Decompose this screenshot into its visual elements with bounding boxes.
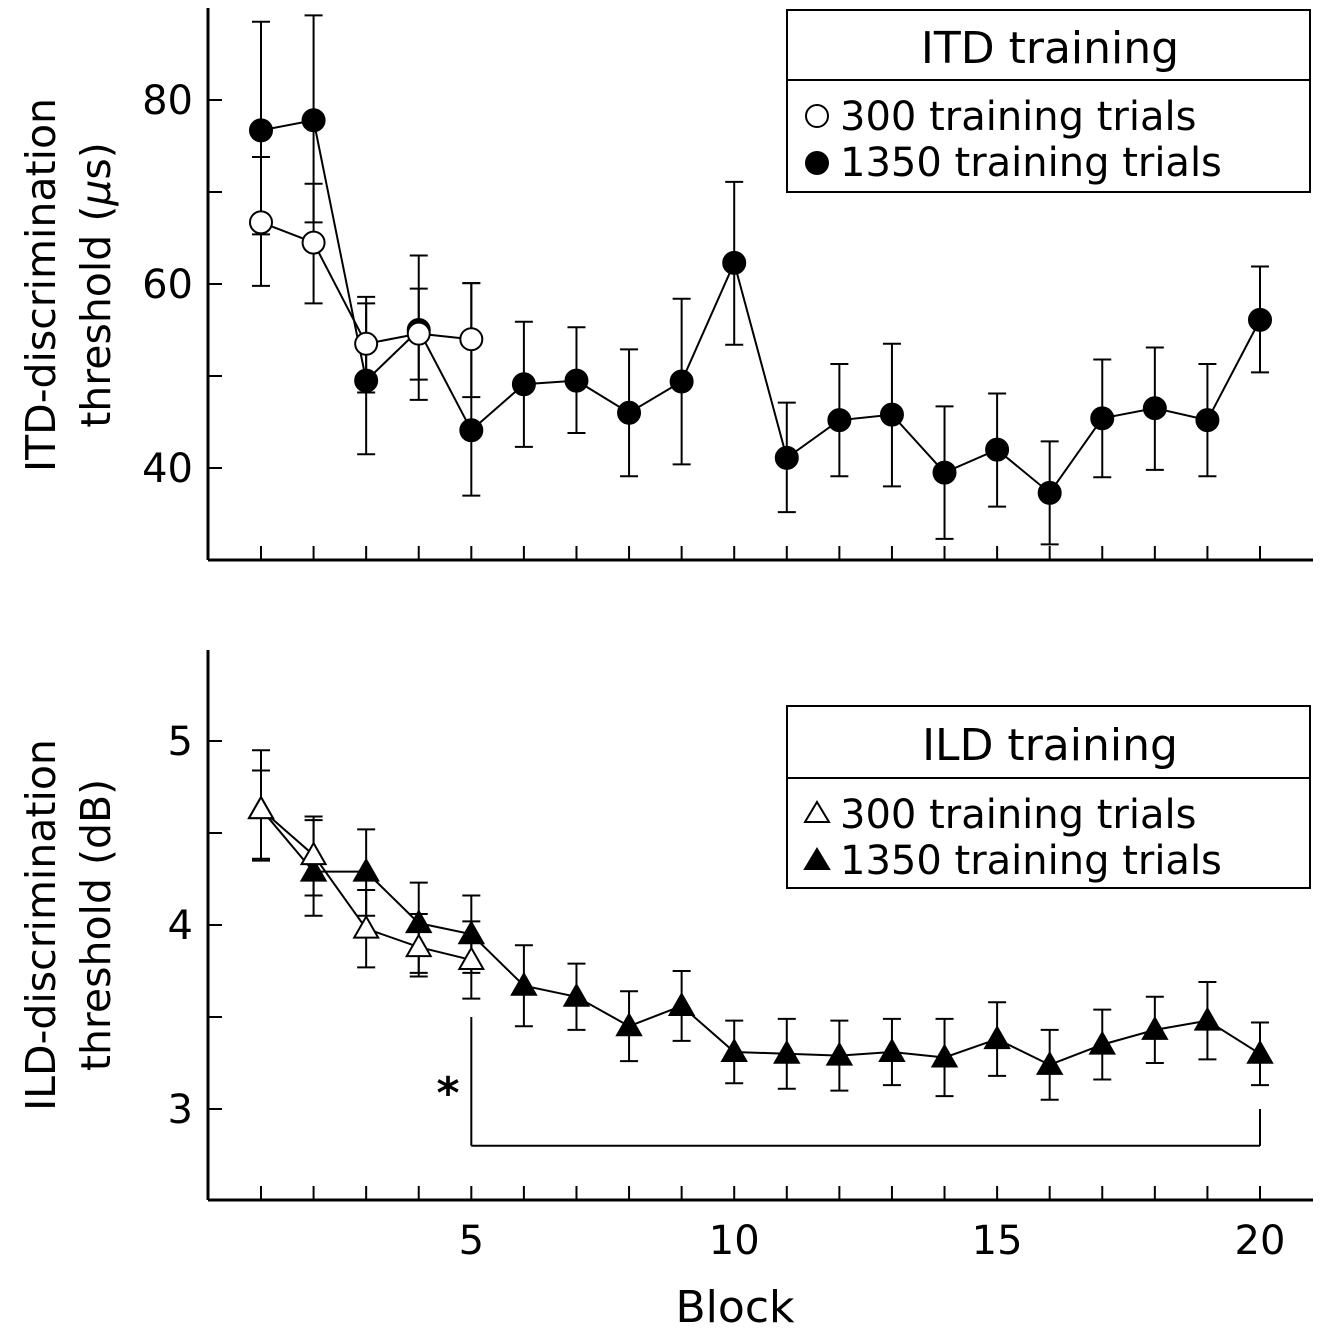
ild-point-filled-triangle: [457, 920, 486, 945]
ild-point-filled-triangle: [825, 1041, 854, 1066]
ild-legend-label-1350: 1350 training trials: [840, 838, 1222, 884]
itd-point-filled-circle: [985, 437, 1010, 462]
itd-point-filled-circle: [827, 408, 852, 433]
itd-ytick-label: 60: [142, 262, 193, 308]
ild-point-filled-triangle: [562, 982, 591, 1007]
ild-ytick-label: 5: [168, 719, 193, 765]
ild-point-filled-triangle: [299, 857, 328, 882]
itd-point-open-circle: [459, 327, 484, 352]
ild-point-filled-triangle: [1088, 1030, 1116, 1055]
ild-legend-filled-triangle-icon: [803, 847, 831, 870]
itd-legend-title: ITD training: [921, 23, 1179, 74]
itd-ytick-label: 80: [142, 78, 193, 124]
ild-point-filled-triangle: [720, 1037, 748, 1062]
ild-point-filled-triangle: [1246, 1039, 1274, 1064]
itd-point-filled-circle: [722, 250, 747, 275]
ild-ylabel-line1: ILD-discrimination: [17, 739, 65, 1111]
itd-point-filled-circle: [1248, 307, 1272, 332]
itd-panel: 40 60 80 ITD-discrimination threshold (μs)…: [17, 8, 1313, 562]
itd-ylabel-line2: threshold (μs): [72, 142, 120, 428]
itd-point-open-circle: [301, 230, 326, 255]
itd-point-filled-circle: [669, 369, 694, 394]
itd-point-filled-circle: [617, 400, 642, 425]
ild-point-filled-triangle: [878, 1037, 906, 1062]
ild-xtick-label: 5: [459, 1218, 484, 1264]
itd-point-open-circle: [406, 321, 431, 346]
itd-point-filled-circle: [1195, 408, 1220, 433]
itd-ylabel-part1: threshold (: [72, 206, 120, 428]
itd-legend-open-circle-icon: [805, 104, 829, 128]
ild-significance-annotation: *: [436, 1017, 1261, 1147]
itd-series-1-line: [260, 119, 1261, 495]
ild-point-filled-triangle: [615, 1012, 643, 1037]
ild-ylabel-line2: threshold (dB): [72, 779, 120, 1071]
itd-point-filled-circle: [301, 108, 326, 133]
ild-legend-title: ILD training: [922, 720, 1178, 771]
itd-legend-filled-circle-icon: [805, 151, 829, 175]
ild-legend-label-300: 300 training trials: [840, 792, 1196, 838]
itd-ytick-label: 40: [142, 446, 193, 492]
itd-legend-box: [786, 9, 1311, 193]
ild-marks: [247, 749, 1274, 1101]
itd-legend-label-300: 300 training trials: [840, 94, 1196, 140]
ild-point-filled-triangle: [1193, 1006, 1222, 1031]
itd-ylabel-part2: s): [72, 142, 120, 179]
ild-significance-star: *: [436, 1068, 459, 1119]
itd-ylabel-line1: ITD-discrimination: [17, 98, 65, 472]
ild-point-filled-triangle: [930, 1043, 959, 1068]
itd-point-filled-circle: [1142, 396, 1167, 421]
ild-point-filled-triangle: [983, 1025, 1011, 1050]
ild-panel: 3 4 5 5 10 15 20 * ILD-discrimination threshol…: [17, 650, 1313, 1329]
itd-point-filled-circle: [879, 402, 904, 427]
ild-xtick-label: 15: [972, 1218, 1023, 1264]
itd-marks: [249, 14, 1272, 546]
ild-point-filled-triangle: [405, 909, 433, 934]
itd-point-filled-circle: [354, 368, 379, 393]
itd-legend-label-1350: 1350 training trials: [840, 140, 1222, 186]
ild-legend-open-triangle-icon: [803, 800, 831, 823]
itd-point-open-circle: [249, 210, 273, 235]
ild-point-filled-triangle: [1035, 1050, 1064, 1075]
itd-point-filled-circle: [932, 460, 957, 485]
itd-legend: ITD training 300 training trials 1350 tr…: [786, 9, 1311, 193]
ild-legend-box: [786, 705, 1311, 889]
ild-point-open-triangle: [299, 841, 328, 866]
ild-point-open-triangle: [457, 945, 486, 970]
itd-point-filled-circle: [249, 118, 273, 143]
ild-point-filled-triangle: [773, 1039, 801, 1064]
itd-ticks: 40 60 80: [142, 78, 1261, 560]
ild-point-open-triangle: [352, 914, 380, 939]
itd-point-filled-circle: [511, 372, 536, 397]
ild-xtick-label: 10: [709, 1218, 760, 1264]
itd-point-filled-circle: [1090, 406, 1115, 431]
ild-point-filled-triangle: [510, 971, 538, 996]
ild-point-filled-triangle: [352, 857, 380, 882]
ild-ytick-label: 3: [168, 1087, 193, 1133]
x-axis-label: Block: [675, 1282, 795, 1329]
ild-point-filled-triangle: [1141, 1015, 1169, 1040]
itd-ylabel-mu: μ: [72, 180, 120, 207]
itd-point-filled-circle: [1037, 480, 1062, 505]
ild-legend: ILD training 300 training trials 1350 tr…: [786, 705, 1311, 889]
ild-ytick-label: 4: [168, 903, 193, 949]
ild-point-open-triangle: [247, 795, 275, 820]
ild-xtick-label: 20: [1235, 1218, 1286, 1264]
itd-point-filled-circle: [459, 418, 484, 443]
ild-ticks: 3 4 5 5 10 15 20: [168, 719, 1286, 1264]
ild-point-open-triangle: [405, 933, 433, 958]
itd-point-open-circle: [354, 331, 379, 356]
ild-point-filled-triangle: [667, 991, 696, 1016]
itd-point-filled-circle: [564, 368, 589, 393]
itd-point-filled-circle: [774, 445, 799, 470]
